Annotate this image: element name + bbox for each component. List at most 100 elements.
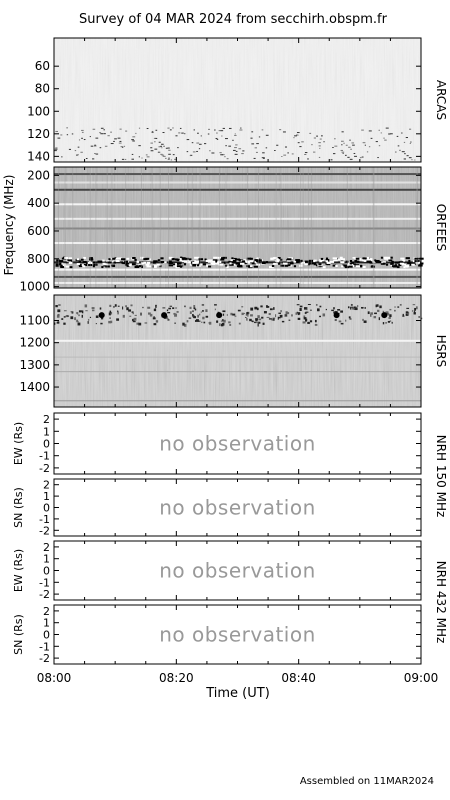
- spectrogram-speckle: [134, 258, 137, 261]
- spectrogram-speckle: [348, 265, 353, 268]
- spectrogram-speckle: [323, 141, 325, 143]
- spectrogram-speckle: [276, 144, 279, 146]
- spectrogram-speckle: [352, 144, 355, 146]
- panel-y-label: SN (Rs): [12, 487, 25, 528]
- spectrogram-streak: [373, 167, 375, 288]
- spectrogram-speckle: [245, 316, 247, 318]
- spectrogram-speckle: [225, 138, 228, 140]
- spectrogram-speckle: [359, 157, 362, 159]
- spectrogram-speckle: [198, 148, 201, 150]
- spectrogram-speckle: [362, 257, 367, 260]
- spectrogram-speckle: [204, 258, 207, 261]
- spectrogram-speckle: [341, 131, 344, 133]
- spectrogram-speckle: [213, 256, 218, 259]
- spectrogram-speckle: [132, 136, 136, 138]
- spectrogram-speckle: [326, 263, 331, 266]
- y-tick-label: 1200: [19, 336, 50, 350]
- spectrogram-speckle: [319, 315, 321, 318]
- spectrogram-speckle: [194, 256, 199, 259]
- spectrogram-speckle: [181, 257, 187, 260]
- spectrogram-speckle: [344, 154, 347, 156]
- spectrogram-speckle: [197, 320, 201, 322]
- spectrogram-speckle: [76, 258, 80, 261]
- spectrogram-speckle: [361, 129, 364, 131]
- spectrogram-speckle: [217, 261, 222, 264]
- panel-y-label: EW (Rs): [12, 549, 25, 592]
- spectrogram-speckle: [161, 143, 164, 145]
- spectrogram-speckle: [233, 149, 236, 151]
- spectrogram-speckle: [334, 319, 337, 321]
- spectrogram-speckle: [153, 137, 157, 139]
- spectrogram-speckle: [182, 322, 185, 326]
- spectrogram-speckle: [66, 127, 68, 129]
- spectrogram-speckle: [189, 263, 194, 266]
- spectrogram-speckle: [214, 259, 218, 262]
- spectrogram-speckle: [382, 262, 386, 265]
- spectrogram-speckle: [265, 134, 269, 136]
- spectrogram-speckle: [271, 318, 275, 321]
- spectrogram-speckle: [284, 314, 288, 316]
- nrh-frequency-label: NRH 432 MHz: [434, 561, 448, 644]
- spectrogram-speckle: [60, 134, 63, 136]
- y-tick-label: 0: [43, 438, 50, 451]
- spectrogram-speckle: [202, 316, 205, 320]
- spectrogram-speckle: [232, 139, 234, 141]
- spectrogram-speckle: [378, 261, 383, 264]
- spectrogram-speckle: [113, 306, 115, 308]
- spectrogram-speckle: [103, 264, 107, 267]
- spectrogram-speckle: [241, 153, 244, 155]
- spectrogram-speckle: [405, 257, 410, 260]
- spectrogram-speckle: [234, 133, 236, 135]
- spectrogram-speckle: [138, 156, 140, 158]
- spectrogram-speckle: [347, 156, 350, 158]
- spectrogram-speckle: [256, 307, 259, 311]
- spectrogram-speckle: [281, 156, 283, 158]
- spectrogram-speckle: [108, 312, 111, 316]
- spectrogram-speckle: [400, 257, 405, 260]
- spectrogram-speckle: [288, 257, 294, 260]
- spectrogram-speckle: [229, 263, 234, 266]
- spectrogram-speckle: [183, 323, 187, 327]
- spectrogram-speckle: [205, 309, 208, 313]
- spectrogram-speckle: [172, 127, 174, 129]
- spectrogram-speckle: [404, 265, 410, 268]
- footer-text: Assembled on 11MAR2024: [300, 776, 434, 787]
- spectrogram-speckle: [231, 257, 234, 260]
- spectrogram-speckle: [273, 307, 275, 310]
- spectrogram-speckle: [297, 259, 303, 262]
- spectrogram-speckle: [291, 314, 293, 317]
- spectrogram-speckle: [155, 320, 159, 323]
- spectrogram-speckle: [131, 153, 134, 155]
- spectrogram-speckle: [311, 262, 316, 265]
- spectrogram-speckle: [105, 265, 110, 268]
- spectrogram-speckle: [95, 137, 99, 139]
- spectrogram-speckle: [138, 127, 141, 129]
- spectrogram-streak: [199, 167, 201, 288]
- spectrogram-speckle: [81, 264, 84, 267]
- spectrogram-speckle: [143, 258, 148, 261]
- spectrogram-speckle: [414, 260, 419, 263]
- spectrogram-speckle: [55, 305, 58, 308]
- spectrogram-speckle: [334, 145, 338, 147]
- spectrogram-speckle: [251, 320, 254, 322]
- spectrogram-speckle: [168, 256, 173, 259]
- spectrogram-speckle: [101, 317, 104, 320]
- spectrogram-speckle: [70, 310, 73, 313]
- spectrogram-speckle: [122, 306, 124, 310]
- spectrogram-speckle: [318, 145, 321, 147]
- spectrogram-speckle: [392, 265, 397, 268]
- spectrogram-speckle: [128, 309, 132, 312]
- spectrogram-speckle: [154, 141, 156, 143]
- spectrogram-speckle: [294, 261, 299, 264]
- spectrogram-speckle: [293, 265, 297, 268]
- spectrogram-speckle: [150, 142, 153, 144]
- spectrogram-speckle: [272, 257, 277, 260]
- spectrogram-speckle: [277, 259, 280, 262]
- spectrogram-speckle: [257, 321, 261, 324]
- spectrogram-speckle: [385, 311, 389, 314]
- spectrogram-speckle: [69, 266, 73, 269]
- spectrogram-speckle: [254, 261, 258, 264]
- spectrogram-speckle: [126, 257, 130, 260]
- spectrogram-speckle: [147, 312, 151, 315]
- spectrogram-speckle: [228, 260, 234, 263]
